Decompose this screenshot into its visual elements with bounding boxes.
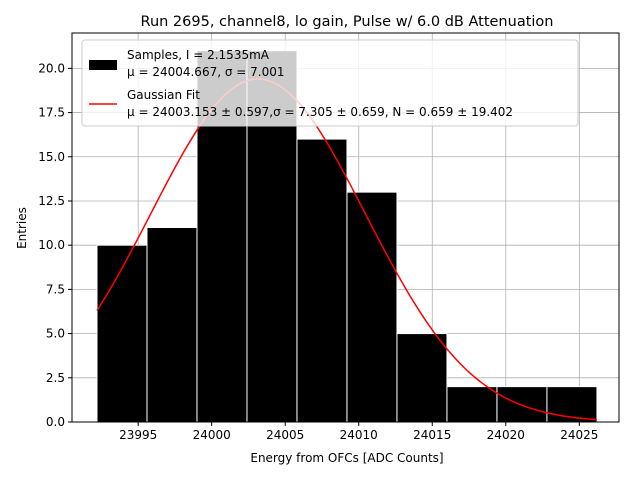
legend-samples-label-line1: Samples, I = 2.1535mA xyxy=(127,48,270,62)
legend: Samples, I = 2.1535mA μ = 24004.667, σ =… xyxy=(81,39,579,127)
axes-frame xyxy=(71,32,620,423)
y-tick-label: 15.0 xyxy=(38,150,65,164)
x-axis-ticks: 23995 24000 24005 24010 24015 24020 24025 xyxy=(119,422,598,442)
histogram-bar xyxy=(296,138,348,423)
histogram-bar xyxy=(96,244,148,423)
y-tick-label: 0.0 xyxy=(46,415,65,429)
x-axis-label: Energy from OFCs [ADC Counts] xyxy=(250,451,443,465)
y-tick-label: 7.5 xyxy=(46,282,65,296)
histogram-bar xyxy=(546,386,598,423)
y-tick-label: 12.5 xyxy=(38,194,65,208)
y-tick-label: 2.5 xyxy=(46,371,65,385)
y-tick-label: 5.0 xyxy=(46,327,65,341)
y-tick-label: 20.0 xyxy=(38,61,65,75)
x-tick-label: 24005 xyxy=(266,428,304,442)
histogram-bar xyxy=(446,386,498,423)
y-axis-ticks: 0.0 2.5 5.0 7.5 10.0 12.5 15.0 17.5 20.0 xyxy=(38,61,72,429)
x-tick-label: 24015 xyxy=(413,428,451,442)
histogram-bar xyxy=(496,386,548,423)
histogram-bar xyxy=(146,227,198,423)
legend-fit-label-line1: Gaussian Fit xyxy=(127,88,200,102)
y-tick-label: 10.0 xyxy=(38,238,65,252)
legend-box xyxy=(81,39,579,127)
x-tick-label: 23995 xyxy=(119,428,157,442)
x-tick-label: 24000 xyxy=(193,428,231,442)
legend-fit-label-line2: μ = 24003.153 ± 0.597,σ = 7.305 ± 0.659,… xyxy=(127,105,513,119)
x-tick-label: 24025 xyxy=(560,428,598,442)
chart-title: Run 2695, channel8, lo gain, Pulse w/ 6.… xyxy=(141,14,554,30)
gaussian-fit-curve xyxy=(96,78,597,421)
y-axis-label: Entries xyxy=(15,207,29,249)
x-tick-label: 24020 xyxy=(487,428,525,442)
legend-samples-label-line2: μ = 24004.667, σ = 7.001 xyxy=(127,65,284,79)
y-tick-label: 17.5 xyxy=(38,106,65,120)
histogram-bar xyxy=(396,333,448,423)
legend-samples-patch xyxy=(89,60,117,70)
x-tick-label: 24010 xyxy=(340,428,378,442)
